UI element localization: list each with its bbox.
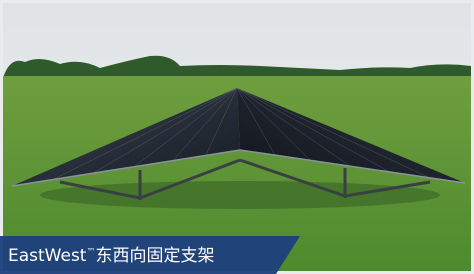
scene: [0, 0, 474, 274]
caption: EastWest™东西向固定支架: [8, 241, 214, 266]
shadow: [40, 181, 440, 209]
screenshot: EastWest™东西向固定支架: [0, 0, 474, 274]
caption-title: 东西向固定支架: [95, 246, 214, 266]
brand: EastWest: [8, 246, 86, 266]
